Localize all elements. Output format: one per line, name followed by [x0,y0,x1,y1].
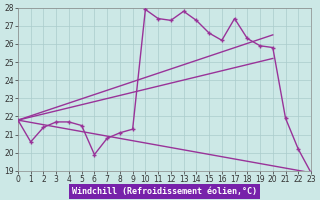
X-axis label: Windchill (Refroidissement éolien,°C): Windchill (Refroidissement éolien,°C) [72,187,257,196]
